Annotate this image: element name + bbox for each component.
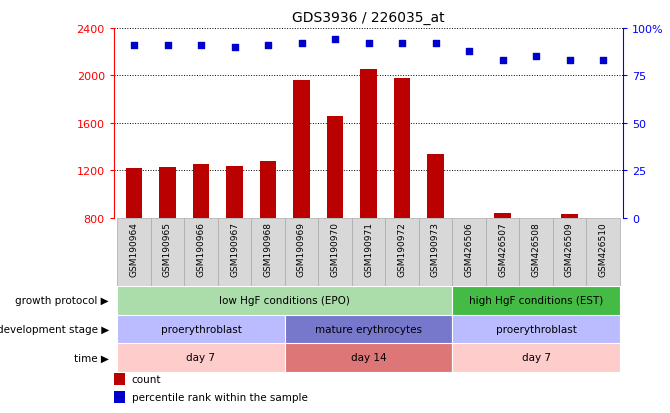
- Bar: [427, 154, 444, 218]
- Bar: [260, 161, 276, 218]
- Bar: [352, 218, 385, 286]
- Bar: [218, 218, 251, 286]
- Text: GSM190973: GSM190973: [431, 222, 440, 277]
- Text: growth protocol ▶: growth protocol ▶: [15, 296, 109, 306]
- Point: [497, 58, 508, 64]
- Text: proerythroblast: proerythroblast: [496, 324, 576, 334]
- Title: GDS3936 / 226035_at: GDS3936 / 226035_at: [292, 11, 445, 25]
- Point: [196, 43, 206, 49]
- Bar: [494, 214, 511, 218]
- Bar: [528, 218, 544, 221]
- Bar: [452, 218, 486, 286]
- Bar: [151, 218, 184, 286]
- Text: low HgF conditions (EPO): low HgF conditions (EPO): [219, 296, 350, 306]
- Text: GSM190964: GSM190964: [129, 222, 139, 276]
- Text: GSM426508: GSM426508: [531, 222, 541, 276]
- Bar: [251, 218, 285, 286]
- Bar: [114, 373, 125, 385]
- Point: [296, 41, 307, 47]
- Text: GSM426510: GSM426510: [598, 222, 608, 276]
- Text: GSM190970: GSM190970: [330, 222, 340, 277]
- Point: [397, 41, 407, 47]
- Bar: [293, 81, 310, 218]
- Point: [430, 41, 441, 47]
- Text: GSM190968: GSM190968: [263, 222, 273, 277]
- Text: GSM190967: GSM190967: [230, 222, 239, 277]
- Bar: [394, 78, 410, 218]
- Bar: [452, 286, 620, 315]
- Bar: [327, 116, 343, 218]
- Bar: [561, 215, 578, 218]
- Bar: [285, 315, 452, 343]
- Bar: [193, 164, 209, 218]
- Bar: [285, 218, 318, 286]
- Text: mature erythrocytes: mature erythrocytes: [315, 324, 422, 334]
- Text: day 7: day 7: [521, 352, 551, 362]
- Point: [531, 54, 541, 61]
- Bar: [117, 286, 452, 315]
- Bar: [360, 70, 377, 218]
- Bar: [461, 218, 477, 221]
- Bar: [452, 315, 620, 343]
- Bar: [126, 169, 142, 218]
- Bar: [159, 168, 176, 218]
- Bar: [117, 315, 285, 343]
- Point: [162, 43, 173, 49]
- Text: development stage ▶: development stage ▶: [0, 324, 109, 334]
- Text: GSM190971: GSM190971: [364, 222, 373, 277]
- Text: GSM190966: GSM190966: [196, 222, 206, 277]
- Bar: [452, 343, 620, 372]
- Text: day 14: day 14: [350, 352, 387, 362]
- Bar: [419, 218, 452, 286]
- Text: day 7: day 7: [186, 352, 216, 362]
- Text: time ▶: time ▶: [74, 352, 109, 362]
- Point: [129, 43, 139, 49]
- Bar: [184, 218, 218, 286]
- Point: [598, 58, 608, 64]
- Bar: [519, 218, 553, 286]
- Bar: [486, 218, 519, 286]
- Point: [564, 58, 575, 64]
- Bar: [385, 218, 419, 286]
- Point: [229, 45, 240, 51]
- Point: [464, 48, 474, 55]
- Text: high HgF conditions (EST): high HgF conditions (EST): [469, 296, 603, 306]
- Text: GSM190969: GSM190969: [297, 222, 306, 277]
- Text: GSM190972: GSM190972: [397, 222, 407, 276]
- Text: percentile rank within the sample: percentile rank within the sample: [132, 392, 308, 402]
- Bar: [226, 167, 243, 218]
- Bar: [117, 343, 285, 372]
- Text: proerythroblast: proerythroblast: [161, 324, 241, 334]
- Bar: [285, 343, 452, 372]
- Text: GSM426507: GSM426507: [498, 222, 507, 276]
- Point: [363, 41, 374, 47]
- Bar: [553, 218, 586, 286]
- Text: count: count: [132, 374, 161, 384]
- Bar: [114, 392, 125, 403]
- Text: GSM426509: GSM426509: [565, 222, 574, 276]
- Bar: [586, 218, 620, 286]
- Text: GSM190965: GSM190965: [163, 222, 172, 277]
- Bar: [117, 218, 151, 286]
- Text: GSM426506: GSM426506: [464, 222, 474, 276]
- Point: [263, 43, 273, 49]
- Bar: [318, 218, 352, 286]
- Bar: [595, 218, 611, 221]
- Point: [330, 37, 340, 44]
